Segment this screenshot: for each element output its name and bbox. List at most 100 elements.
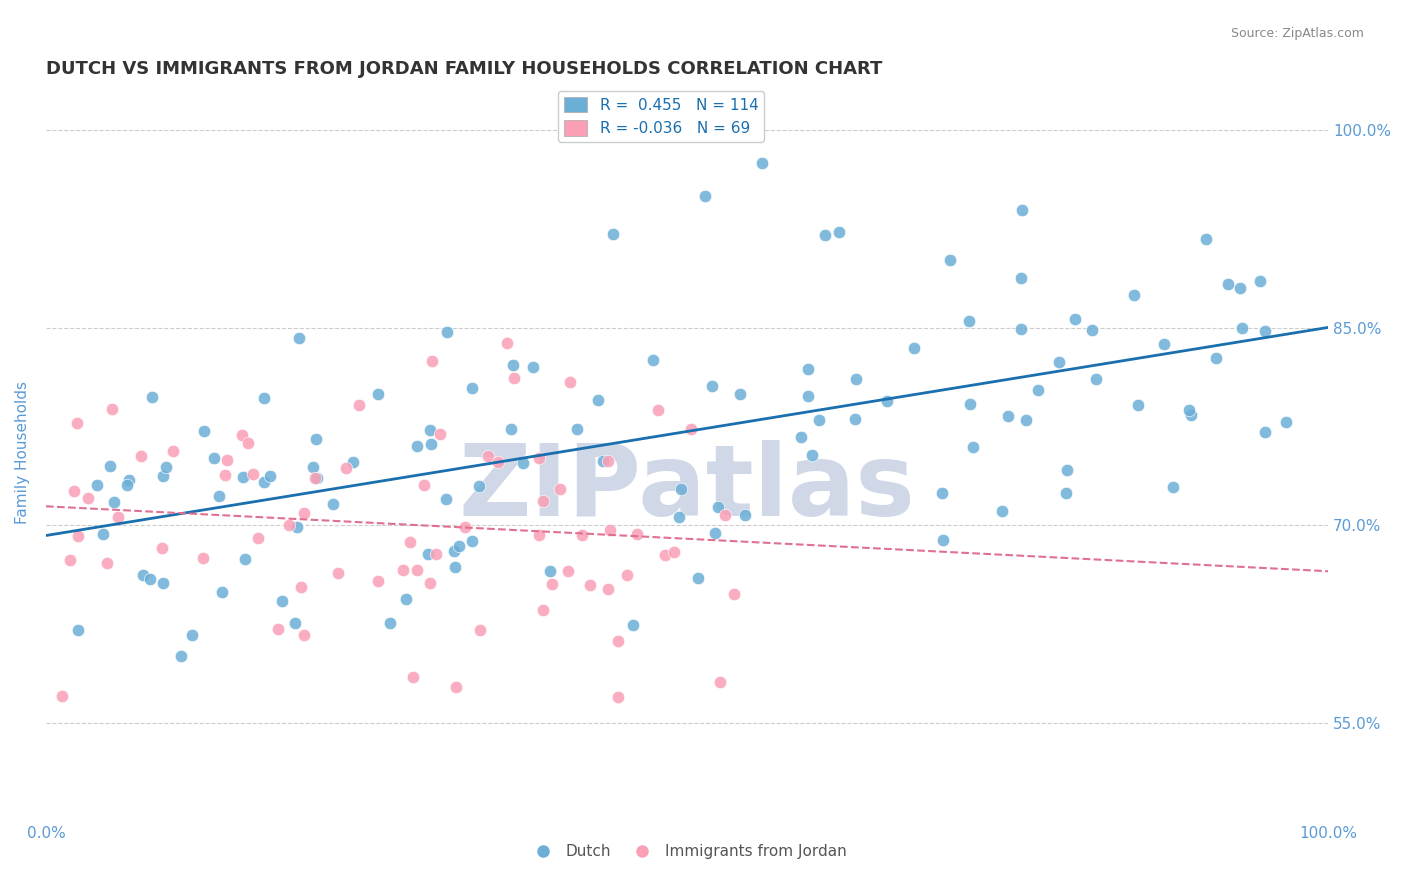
- Immigrants from Jordan: [714, 508, 737, 523]
- Text: ZIPatlas: ZIPatlas: [458, 441, 915, 538]
- Dutch: [342, 455, 364, 469]
- Dutch: [957, 314, 980, 328]
- Dutch: [305, 432, 328, 446]
- Legend: Dutch, Immigrants from Jordan: Dutch, Immigrants from Jordan: [522, 838, 852, 865]
- Immigrants from Jordan: [62, 484, 84, 499]
- Immigrants from Jordan: [599, 523, 621, 537]
- Dutch: [1010, 271, 1032, 285]
- Dutch: [468, 479, 491, 493]
- Dutch: [1047, 355, 1070, 369]
- Dutch: [641, 352, 664, 367]
- Immigrants from Jordan: [367, 574, 389, 589]
- Dutch: [444, 560, 467, 574]
- Immigrants from Jordan: [231, 428, 253, 442]
- Immigrants from Jordan: [548, 483, 571, 497]
- Immigrants from Jordan: [429, 427, 451, 442]
- Text: DUTCH VS IMMIGRANTS FROM JORDAN FAMILY HOUSEHOLDS CORRELATION CHART: DUTCH VS IMMIGRANTS FROM JORDAN FAMILY H…: [46, 60, 883, 78]
- Dutch: [367, 386, 389, 401]
- Dutch: [728, 387, 751, 401]
- Dutch: [814, 227, 837, 242]
- Immigrants from Jordan: [529, 528, 551, 542]
- Immigrants from Jordan: [412, 478, 434, 492]
- Immigrants from Jordan: [347, 398, 370, 412]
- Dutch: [1054, 485, 1077, 500]
- Immigrants from Jordan: [290, 580, 312, 594]
- Dutch: [1216, 277, 1239, 291]
- Dutch: [565, 421, 588, 435]
- Immigrants from Jordan: [406, 563, 429, 577]
- Dutch: [499, 422, 522, 436]
- Dutch: [1275, 415, 1298, 429]
- Dutch: [443, 543, 465, 558]
- Immigrants from Jordan: [51, 690, 73, 704]
- Dutch: [1180, 408, 1202, 422]
- Dutch: [1080, 323, 1102, 337]
- Dutch: [797, 361, 820, 376]
- Dutch: [808, 413, 831, 427]
- Dutch: [1064, 312, 1087, 326]
- Immigrants from Jordan: [531, 494, 554, 508]
- Immigrants from Jordan: [468, 623, 491, 637]
- Dutch: [512, 457, 534, 471]
- Dutch: [193, 424, 215, 438]
- Immigrants from Jordan: [579, 578, 602, 592]
- Dutch: [1177, 402, 1199, 417]
- Immigrants from Jordan: [607, 633, 630, 648]
- Immigrants from Jordan: [420, 353, 443, 368]
- Immigrants from Jordan: [616, 567, 638, 582]
- Dutch: [211, 584, 233, 599]
- Dutch: [288, 331, 311, 345]
- Immigrants from Jordan: [193, 550, 215, 565]
- Dutch: [208, 489, 231, 503]
- Immigrants from Jordan: [335, 461, 357, 475]
- Immigrants from Jordan: [502, 371, 524, 385]
- Dutch: [796, 389, 818, 403]
- Immigrants from Jordan: [242, 467, 264, 481]
- Immigrants from Jordan: [214, 467, 236, 482]
- Immigrants from Jordan: [454, 520, 477, 534]
- Dutch: [538, 564, 561, 578]
- Immigrants from Jordan: [246, 531, 269, 545]
- Dutch: [1205, 351, 1227, 365]
- Immigrants from Jordan: [531, 602, 554, 616]
- Dutch: [67, 624, 90, 638]
- Dutch: [800, 448, 823, 462]
- Immigrants from Jordan: [596, 582, 619, 597]
- Dutch: [284, 615, 307, 630]
- Immigrants from Jordan: [558, 375, 581, 389]
- Dutch: [302, 459, 325, 474]
- Immigrants from Jordan: [107, 510, 129, 524]
- Dutch: [931, 486, 953, 500]
- Dutch: [419, 423, 441, 437]
- Dutch: [253, 391, 276, 405]
- Dutch: [420, 437, 443, 451]
- Immigrants from Jordan: [540, 576, 562, 591]
- Dutch: [1161, 480, 1184, 494]
- Dutch: [522, 360, 544, 375]
- Dutch: [141, 390, 163, 404]
- Dutch: [1230, 321, 1253, 335]
- Immigrants from Jordan: [709, 675, 731, 690]
- Dutch: [447, 539, 470, 553]
- Dutch: [669, 483, 692, 497]
- Dutch: [152, 469, 174, 483]
- Dutch: [322, 497, 344, 511]
- Dutch: [962, 440, 984, 454]
- Dutch: [233, 551, 256, 566]
- Dutch: [155, 460, 177, 475]
- Immigrants from Jordan: [419, 576, 441, 591]
- Dutch: [876, 393, 898, 408]
- Immigrants from Jordan: [217, 452, 239, 467]
- Dutch: [202, 451, 225, 466]
- Immigrants from Jordan: [486, 455, 509, 469]
- Dutch: [959, 397, 981, 411]
- Immigrants from Jordan: [402, 670, 425, 684]
- Immigrants from Jordan: [292, 628, 315, 642]
- Dutch: [139, 572, 162, 586]
- Immigrants from Jordan: [398, 535, 420, 549]
- Dutch: [1229, 281, 1251, 295]
- Dutch: [152, 576, 174, 591]
- Y-axis label: Family Households: Family Households: [15, 381, 30, 524]
- Immigrants from Jordan: [77, 491, 100, 505]
- Dutch: [686, 571, 709, 585]
